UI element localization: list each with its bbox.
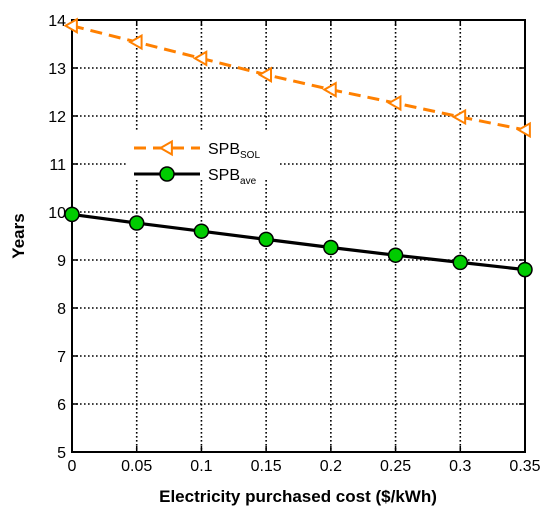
y-tick-labels: 5 6 7 8 9 10 11 12 13 14 bbox=[48, 13, 66, 462]
x-tick-label: 0 bbox=[68, 458, 77, 475]
data-point bbox=[387, 94, 402, 112]
x-tick-label: 0.25 bbox=[380, 458, 411, 475]
series-layer bbox=[63, 17, 533, 278]
data-point bbox=[128, 33, 143, 51]
x-tick-label: 0.35 bbox=[509, 458, 540, 475]
legend-marker bbox=[159, 166, 175, 182]
series-sol bbox=[63, 17, 531, 139]
x-tick-label: 0.15 bbox=[251, 458, 282, 475]
legend-box bbox=[128, 130, 278, 180]
x-tick-label: 0.3 bbox=[449, 458, 471, 475]
data-point bbox=[258, 231, 274, 248]
legend-marker bbox=[158, 139, 173, 157]
y-tick-label: 8 bbox=[57, 301, 66, 318]
series-ave bbox=[64, 206, 533, 278]
data-point bbox=[193, 223, 210, 239]
y-tick-label: 13 bbox=[48, 61, 66, 78]
data-point bbox=[322, 81, 337, 98]
x-tick-label: 0.2 bbox=[320, 458, 342, 475]
x-tick-label: 0.1 bbox=[190, 458, 212, 475]
series-line bbox=[71, 212, 526, 272]
data-point bbox=[192, 50, 208, 67]
data-point bbox=[517, 261, 533, 278]
data-point bbox=[451, 108, 467, 126]
data-point bbox=[387, 247, 404, 263]
y-tick-label: 7 bbox=[57, 349, 66, 366]
axis-ticks bbox=[71, 19, 526, 453]
data-point bbox=[128, 215, 145, 231]
y-tick-label: 9 bbox=[57, 253, 66, 270]
plot-frame bbox=[71, 19, 526, 453]
x-axis-title: Electricity purchased cost ($/kWh) bbox=[159, 487, 437, 506]
grid bbox=[72, 20, 525, 452]
y-tick-label: 12 bbox=[48, 109, 66, 126]
y-tick-label: 6 bbox=[57, 397, 66, 414]
series-line bbox=[71, 24, 526, 132]
y-tick-label: 10 bbox=[48, 205, 66, 222]
y-tick-label: 11 bbox=[49, 157, 66, 174]
y-tick-label: 14 bbox=[48, 13, 66, 30]
y-axis-title: Years bbox=[9, 213, 28, 258]
y-tick-label: 5 bbox=[57, 445, 66, 462]
x-tick-label: 0.05 bbox=[121, 458, 152, 475]
data-point bbox=[257, 66, 273, 83]
data-point bbox=[323, 239, 339, 256]
data-point bbox=[64, 206, 80, 223]
x-tick-labels: 0 0.05 0.1 0.15 0.2 0.25 0.3 0.35 bbox=[68, 458, 541, 475]
data-point bbox=[516, 121, 531, 139]
data-point bbox=[63, 17, 78, 34]
data-point bbox=[452, 254, 469, 271]
